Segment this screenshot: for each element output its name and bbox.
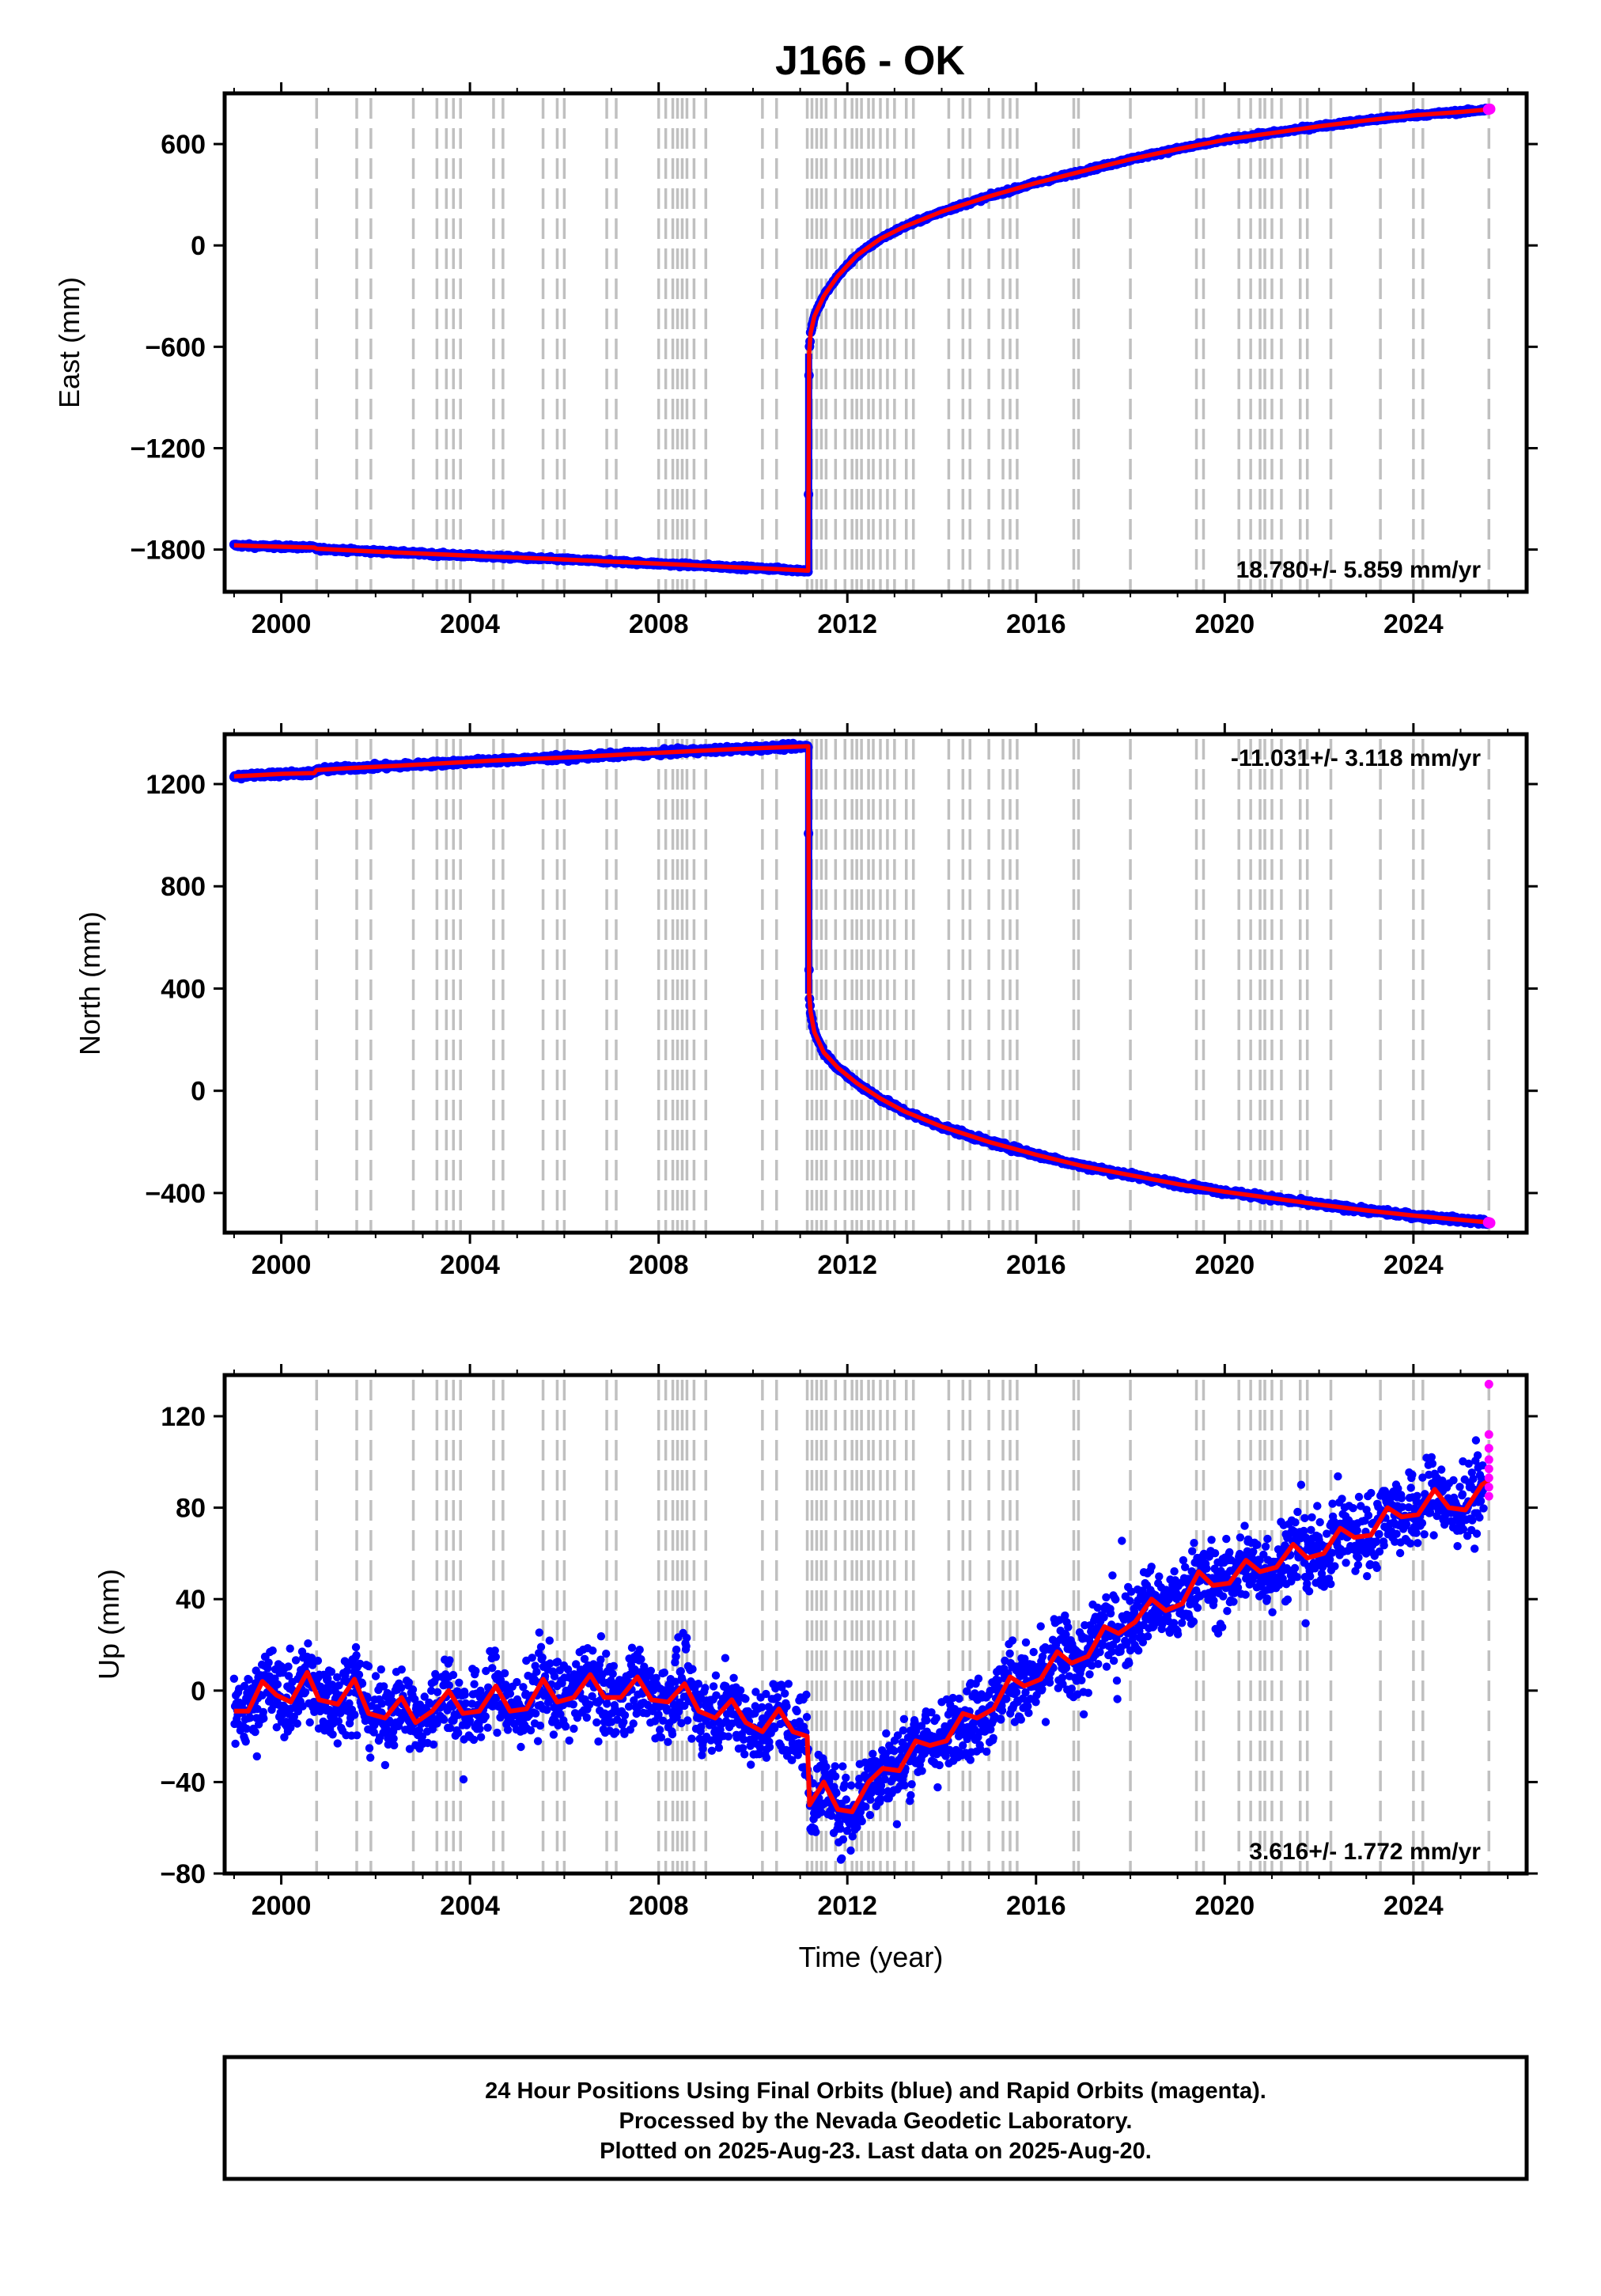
offset-lines [315, 739, 1491, 1231]
x-tick-label: 2008 [629, 609, 689, 639]
velocity-rate-label: 18.780+/- 5.859 mm/yr [1236, 557, 1482, 583]
chart-title: J166 - OK [775, 38, 965, 84]
rapid-point [1484, 103, 1496, 115]
x-tick-label: 2016 [1006, 609, 1066, 639]
offset-lines [315, 98, 1491, 590]
rapid-orbit-points [1482, 103, 1496, 116]
x-tick-label: 2000 [252, 609, 312, 639]
y-axis-label: East (mm) [53, 277, 85, 408]
east-panel: 2000 2004 2008 2012 2016 2020 2024 −1800 −1200 −6… [53, 82, 1538, 639]
model-fit-line [233, 107, 1489, 574]
x-tick-label: 2012 [817, 609, 877, 639]
x-tick-label: 2020 [1194, 609, 1255, 639]
plot-frame [222, 91, 1529, 594]
y-tick-label: −1200 [131, 434, 206, 464]
y-tick-label: 600 [161, 130, 206, 160]
y-tick-label: 0 [191, 231, 206, 261]
y-tick-label: −600 [145, 332, 206, 362]
x-tick-label: 2024 [1383, 609, 1444, 639]
plot-area [229, 738, 1494, 1229]
north-panel: 2000 2004 2008 2012 2016 2020 2024−40004008001… [74, 723, 1538, 1280]
plot-area [229, 104, 1494, 577]
x-tick-label: 2004 [440, 609, 500, 639]
y-tick-label: −1800 [131, 536, 206, 566]
